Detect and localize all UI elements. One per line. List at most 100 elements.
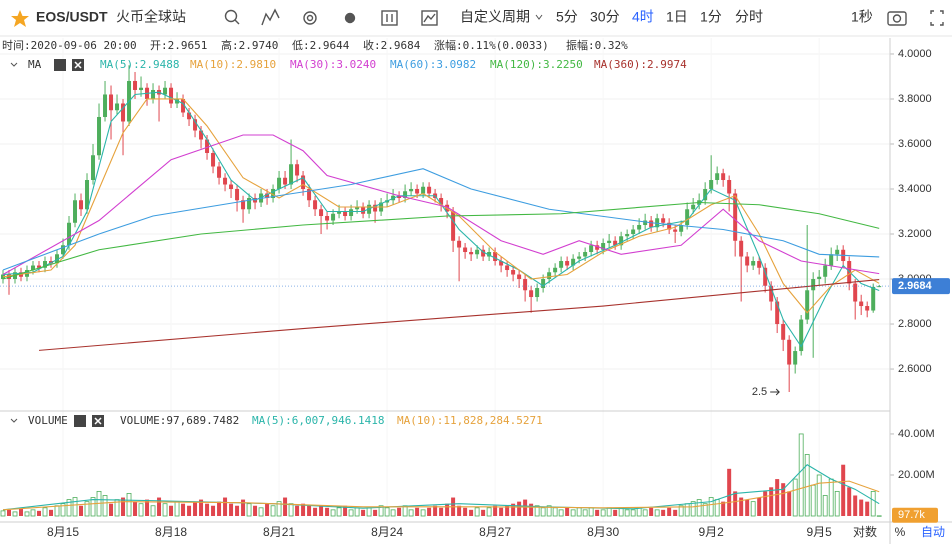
- candle-body: [427, 186, 432, 194]
- volume-bar: [361, 509, 366, 516]
- candle-body: [289, 164, 294, 185]
- candle-body: [607, 240, 612, 244]
- indicator-settings[interactable]: [54, 59, 66, 71]
- search-icon[interactable]: [224, 9, 238, 23]
- volume-bar: [217, 501, 222, 516]
- candle-body: [589, 245, 594, 253]
- volume-bar: [253, 505, 258, 516]
- volume-bar: [276, 501, 282, 517]
- ma-line: [2, 168, 880, 271]
- fullscreen-icon[interactable]: [940, 22, 944, 26]
- auto-toggle[interactable]: 自动: [921, 525, 945, 539]
- volume-bar: [12, 511, 18, 517]
- candle-body: [37, 265, 42, 268]
- volume-bar: [60, 503, 66, 517]
- volume-bar: [157, 497, 162, 516]
- volume-bar: [499, 507, 504, 516]
- candle-body: [517, 274, 522, 280]
- volume-bar: [523, 499, 528, 516]
- volume-bar: [307, 505, 312, 516]
- volume-bar: [384, 507, 390, 517]
- indicator-icon[interactable]: [261, 8, 280, 26]
- ma-line: [38, 279, 880, 351]
- volume-bar: [325, 507, 330, 516]
- fullscreen-icon[interactable]: [930, 10, 934, 14]
- x-tick-label: 9月2: [698, 525, 724, 539]
- candle-body: [235, 189, 240, 201]
- period-button[interactable]: 5分: [556, 9, 578, 25]
- volume-bar: [649, 507, 654, 516]
- favorite-star[interactable]: [11, 10, 29, 27]
- volume-bar: [708, 497, 714, 517]
- volume-bar: [493, 505, 498, 516]
- layout-icon[interactable]: [381, 10, 398, 26]
- candle-body: [811, 279, 816, 291]
- refresh-speed[interactable]: 1秒: [851, 9, 873, 25]
- candle-body: [151, 89, 156, 99]
- search-icon[interactable]: [234, 19, 240, 25]
- indicator-settings[interactable]: [74, 415, 86, 427]
- theme-icon[interactable]: [344, 12, 356, 24]
- period-button[interactable]: 1分: [700, 9, 722, 25]
- candle-body: [529, 290, 534, 298]
- ma-line: [2, 91, 880, 348]
- candle-body: [565, 261, 570, 266]
- period-button[interactable]: 分时: [735, 9, 763, 25]
- collapse-caret[interactable]: [10, 62, 18, 67]
- candle-body: [709, 180, 714, 190]
- period-button[interactable]: 30分: [590, 9, 620, 25]
- volume-bar: [283, 497, 288, 516]
- candle-body: [295, 164, 300, 176]
- menu-caret: [535, 14, 543, 20]
- log-toggle[interactable]: 对数: [853, 524, 877, 539]
- volume-bar: [330, 509, 336, 517]
- volume-bar: [90, 497, 96, 517]
- volume-bar: [828, 478, 834, 517]
- candle-body: [55, 254, 60, 264]
- candle-body: [703, 189, 708, 201]
- chart-type-icon[interactable]: [421, 10, 438, 26]
- toolbar-icons: [224, 8, 944, 26]
- volume-bar: [816, 474, 822, 517]
- info-low: 低:2.9644: [292, 39, 350, 52]
- candle-body: [817, 276, 822, 280]
- candle-body: [319, 209, 324, 217]
- info-time: 时间:2020-09-06 20:00: [2, 39, 137, 52]
- volume-bar: [84, 501, 90, 517]
- candle-body: [205, 139, 210, 153]
- volume-ma-line: [2, 464, 880, 511]
- ma-line: [2, 134, 880, 276]
- candle-body: [805, 290, 810, 320]
- volume-bar: [714, 499, 720, 517]
- volume-bar: [517, 501, 522, 516]
- volume-bar: [49, 509, 54, 516]
- volume-value: VOLUME:97,689.7482: [120, 414, 239, 427]
- settings-icon[interactable]: [303, 11, 317, 25]
- volume-bar: [733, 491, 738, 516]
- candle-body: [667, 222, 672, 230]
- collapse-caret[interactable]: [10, 418, 18, 423]
- percent-toggle[interactable]: %: [895, 525, 906, 539]
- volume-bar: [798, 433, 804, 517]
- candle-body: [229, 184, 234, 190]
- snapshot-icon[interactable]: [887, 11, 907, 26]
- candle-body: [769, 285, 774, 302]
- chart-type-icon[interactable]: [423, 13, 436, 23]
- volume-bar: [678, 505, 684, 517]
- period-button[interactable]: 1日: [666, 9, 688, 25]
- period-button-active[interactable]: 4时: [632, 9, 654, 25]
- fullscreen-icon[interactable]: [930, 22, 934, 26]
- settings-icon[interactable]: [306, 14, 314, 22]
- candle-body: [733, 193, 738, 241]
- candle-body: [799, 319, 804, 352]
- fullscreen-icon[interactable]: [940, 10, 944, 14]
- volume-bar: [313, 507, 318, 516]
- volume-bar: [390, 509, 396, 517]
- candle-body: [181, 98, 186, 113]
- snapshot-icon[interactable]: [892, 14, 902, 23]
- close-glyph: [74, 61, 82, 69]
- symbol[interactable]: EOS/USDT: [36, 9, 108, 25]
- period-menu[interactable]: 自定义周期: [460, 9, 530, 25]
- candle-body: [559, 261, 564, 268]
- volume-bar: [696, 499, 702, 517]
